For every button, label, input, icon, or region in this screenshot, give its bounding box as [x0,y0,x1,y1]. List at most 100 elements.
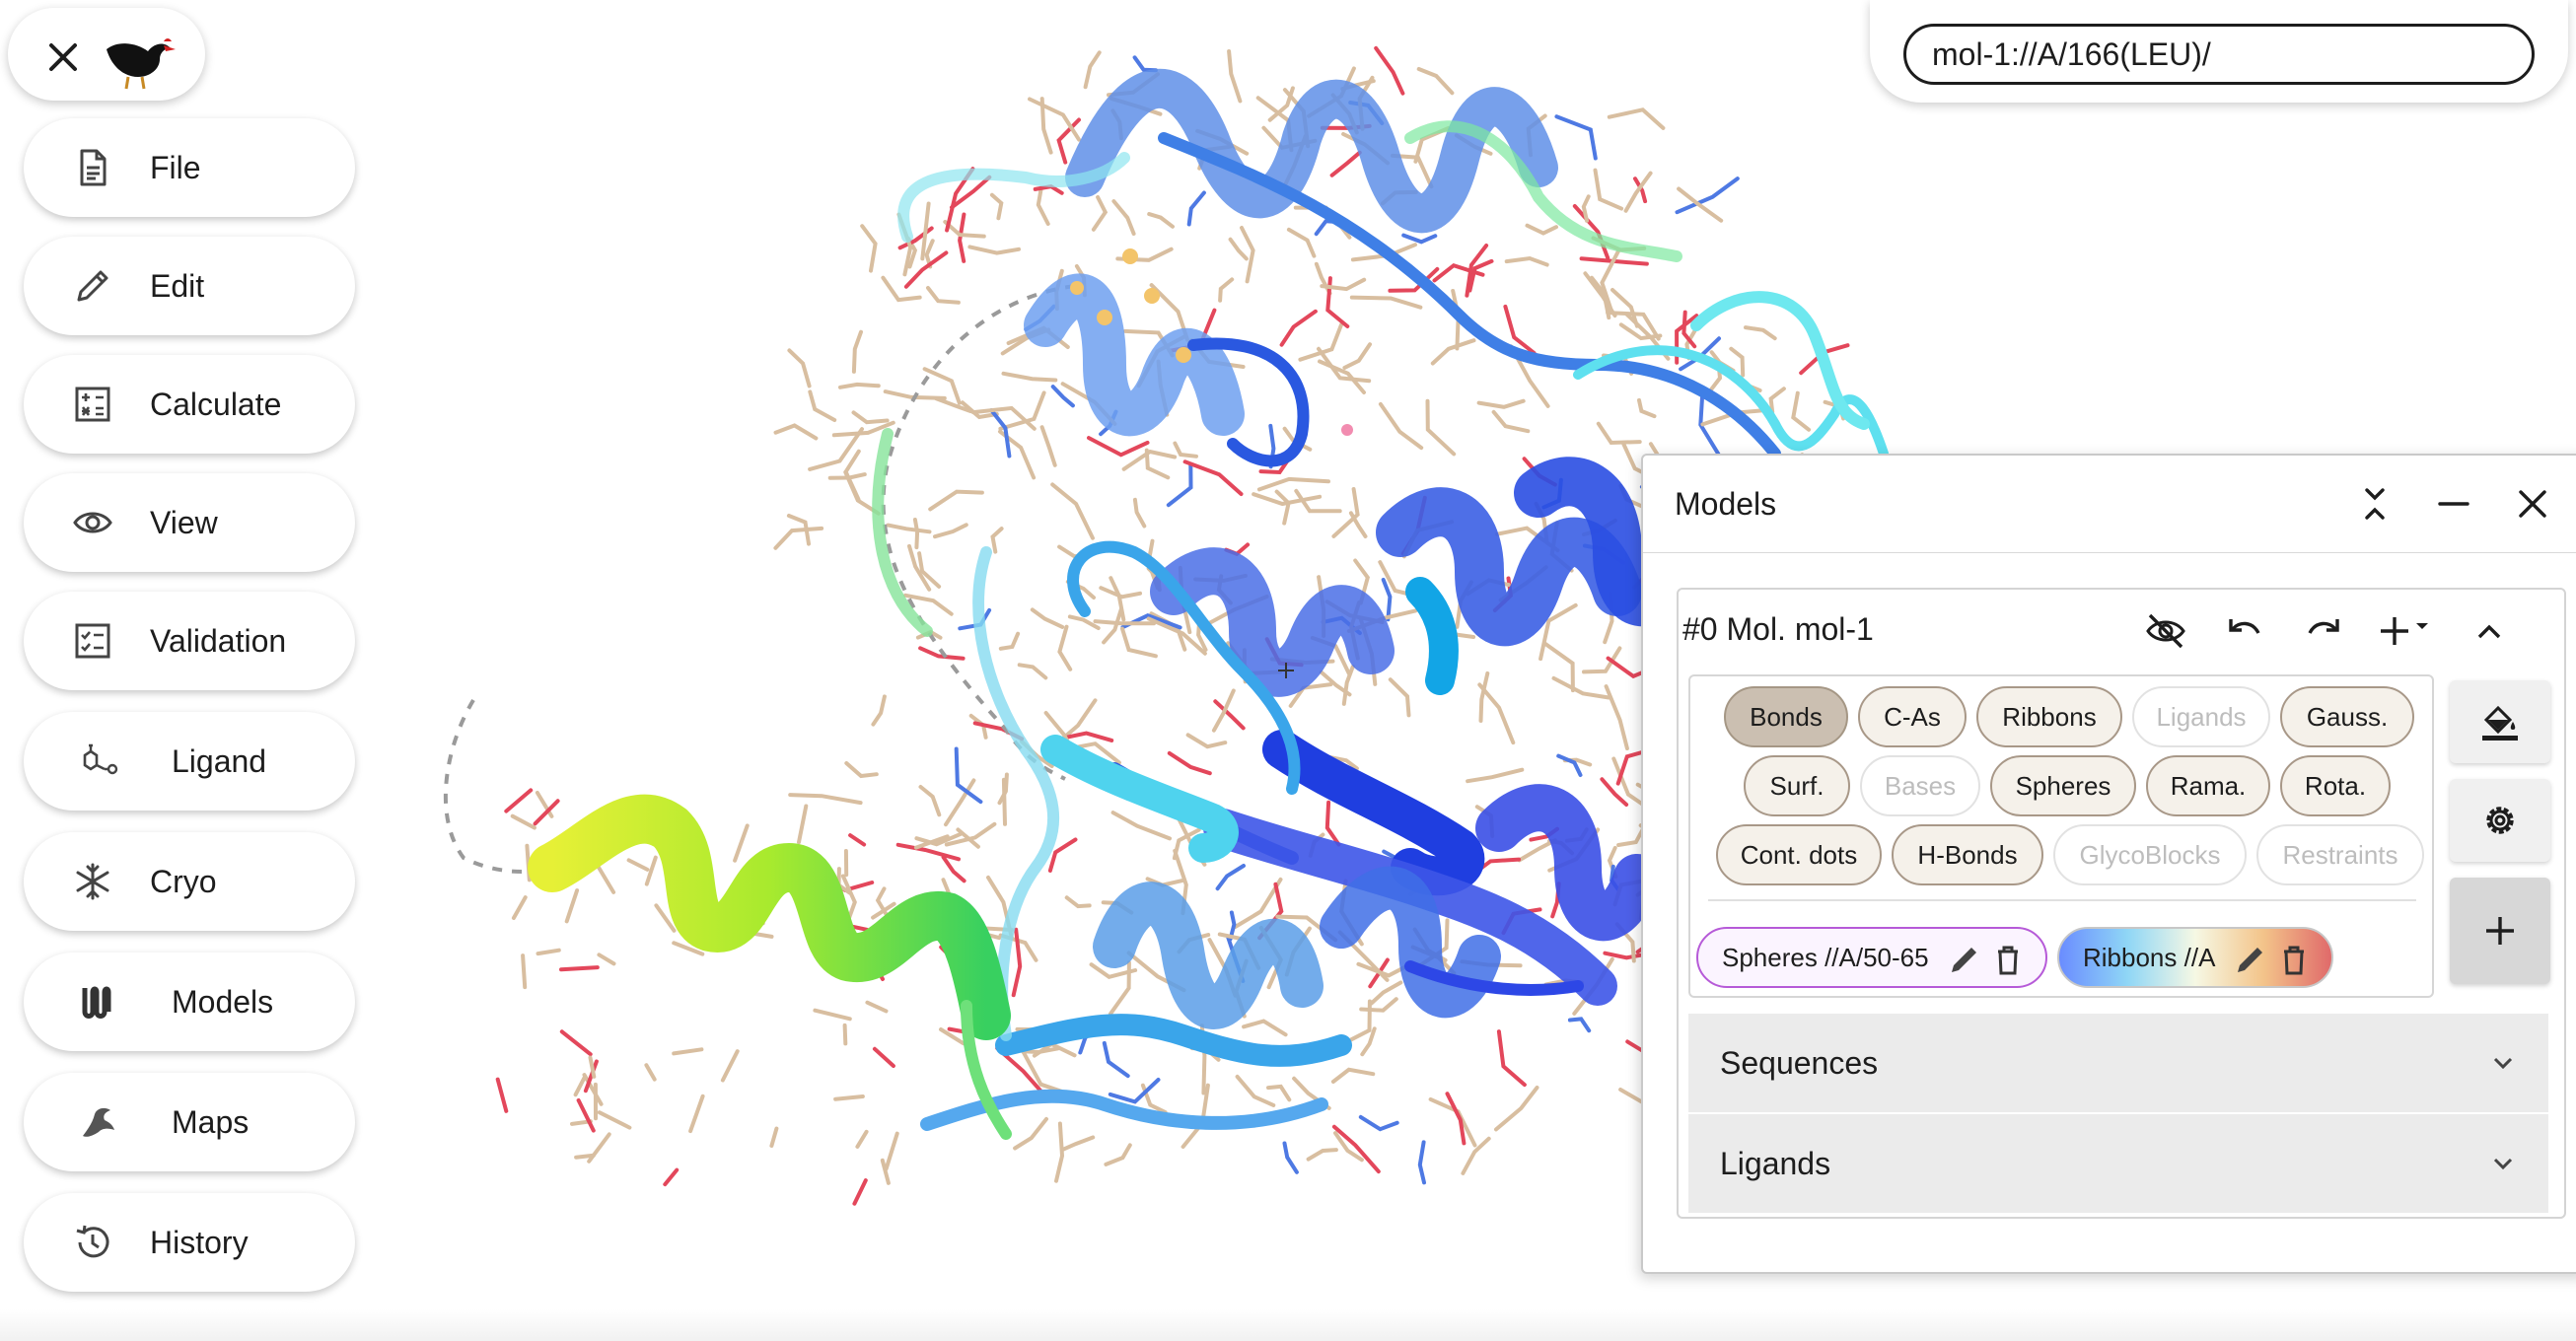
bond-stick [1182,459,1244,496]
model-title: #0 Mol. mol-1 [1682,611,1874,647]
bond-stick [1110,811,1172,841]
bond-stick [1067,614,1101,630]
bond-stick [1542,641,1575,693]
menu-cryo-button[interactable]: Cryo [24,832,355,931]
rep-contact-dots-button[interactable]: Cont. dots [1716,824,1882,885]
menu-history-button[interactable]: History [24,1193,355,1292]
rep-gaussian-button[interactable]: Gauss. [2280,686,2414,747]
sequences-accordion[interactable]: Sequences [1688,1014,2548,1112]
add-representation-button[interactable] [2450,878,2550,984]
menu-validation-button[interactable]: Validation [24,592,355,690]
models-panel: Models #0 Mol. mol-1 [1641,454,2576,1274]
trash-icon[interactable] [2276,942,2312,977]
eye-off-icon[interactable] [2144,609,2187,653]
menu-maps-button[interactable]: Maps [24,1073,355,1171]
close-panel-icon[interactable] [2511,482,2554,526]
menu-edit-button[interactable]: Edit [24,237,355,335]
custom-rep-ribbons-chip[interactable]: Ribbons //A [2057,927,2333,988]
bond-stick [1378,401,1424,451]
ligands-accordion[interactable]: Ligands [1688,1114,2548,1213]
rep-ramachandran-button[interactable]: Rama. [2146,755,2270,816]
bond-stick [536,948,561,956]
bond-stick [1227,49,1243,104]
bond-stick [533,799,560,826]
bond-stick [939,1027,966,1046]
collapse-arrows-icon[interactable] [2353,482,2397,526]
rep-ribbons-button[interactable]: Ribbons [1976,686,2122,747]
menu-ligand-button[interactable]: Ligand [24,712,355,811]
bond-stick [848,833,867,847]
bond-stick [1729,346,1746,378]
rep-cas-button[interactable]: C-As [1858,686,1967,747]
rep-hbonds-button[interactable]: H-Bonds [1892,824,2043,885]
bond-stick [672,1047,704,1056]
sequences-accordion-label: Sequences [1720,1045,1879,1081]
color-fill-button[interactable] [2450,680,2550,763]
bond-stick [1466,767,1525,784]
chevron-up-icon[interactable] [2468,609,2511,653]
bond-stick [944,778,976,827]
bond-stick [1556,753,1583,777]
rep-bases-button[interactable]: Bases [1860,755,1980,816]
rep-bonds-button[interactable]: Bonds [1724,686,1848,747]
bond-stick [943,220,986,239]
bond-stick [1173,441,1198,459]
bond-stick [880,1158,891,1185]
rep-rotamers-button[interactable]: Rota. [2280,755,2391,816]
bond-stick [1593,168,1624,211]
bond-stick [1416,67,1455,96]
bond-stick [597,1110,632,1130]
bond-stick [1028,97,1081,142]
redo-icon[interactable] [2302,609,2345,653]
settings-button[interactable] [2450,779,2550,862]
bond-stick [1185,733,1228,749]
pencil-icon[interactable] [2233,942,2268,977]
bond-stick [582,1073,604,1106]
bond-stick [1132,497,1147,529]
bond-stick [1342,342,1372,370]
menu-file-button[interactable]: File [24,118,355,217]
rep-spheres-button[interactable]: Spheres [1990,755,2136,816]
close-icon[interactable] [47,41,79,73]
rep-glycoblocks-button[interactable]: GlycoBlocks [2053,824,2247,885]
bond-stick [1675,176,1740,215]
bond-stick [787,348,812,388]
bond-stick [1233,877,1283,930]
add-dropdown-icon[interactable] [2379,609,2438,653]
menu-models-button[interactable]: Models [24,953,355,1051]
bond-stick [1102,607,1123,645]
bond-stick [903,593,954,616]
rep-surface-button[interactable]: Surf. [1744,755,1850,816]
bond-stick [1298,322,1344,362]
bond-stick [956,827,980,849]
bond-stick [1021,1050,1071,1096]
bond-stick [926,286,961,305]
rep-ligands-button[interactable]: Ligands [2132,686,2270,747]
minimize-icon[interactable] [2432,482,2475,526]
bond-stick [1050,385,1075,408]
bond-stick [1218,277,1235,303]
trash-icon[interactable] [1990,942,2026,977]
bond-stick [654,903,677,933]
bond-stick [851,329,863,374]
menu-validation-label: Validation [150,623,287,659]
custom-rep-spheres-chip[interactable]: Spheres //A/50-65 [1696,927,2047,988]
menu-view-button[interactable]: View [24,473,355,572]
bond-stick [1120,626,1158,659]
residue-address-input[interactable] [1903,24,2535,85]
bond-stick [1358,1114,1399,1132]
bond-stick [917,551,942,589]
bond-stick [1333,1131,1364,1163]
bond-stick [597,953,616,966]
undo-icon[interactable] [2223,609,2266,653]
bond-stick [1494,1086,1539,1132]
menu-calculate-button[interactable]: Calculate [24,355,355,454]
menu-models-label: Models [172,984,274,1020]
bond-stick [1461,1136,1491,1175]
bond-stick [1791,390,1812,432]
rep-restraints-button[interactable]: Restraints [2256,824,2424,885]
bond-stick [944,821,997,847]
bond-stick [1039,425,1057,467]
bond-stick [1166,462,1193,508]
pencil-icon[interactable] [1947,942,1982,977]
